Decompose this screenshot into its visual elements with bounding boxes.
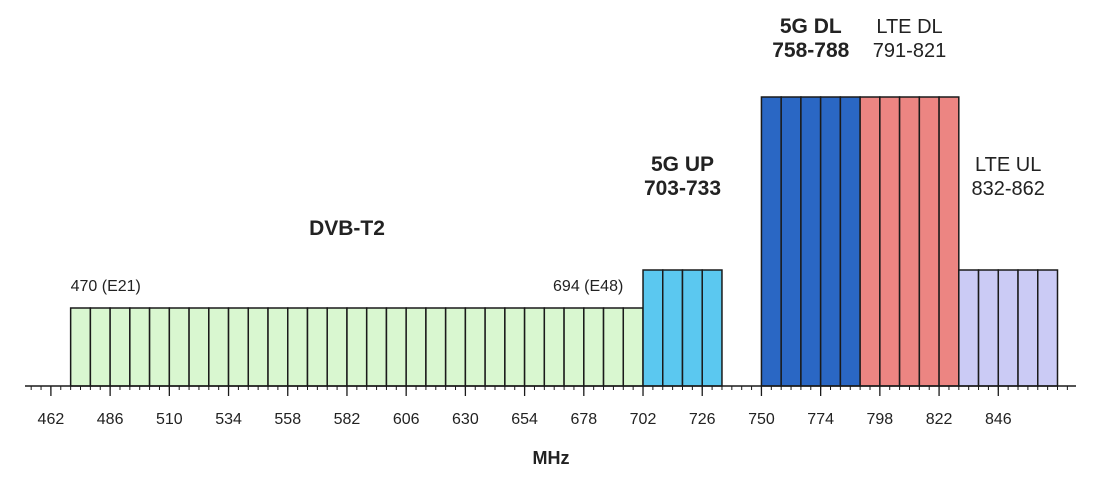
channel-slot <box>405 307 427 387</box>
tick-label-582: 582 <box>334 411 361 428</box>
tick-label-486: 486 <box>97 411 124 428</box>
band-label-dvb-t2: DVB-T2 <box>309 217 385 240</box>
channel-slot <box>800 96 822 387</box>
channel-slot <box>859 96 881 387</box>
band-5g-dl <box>760 96 861 387</box>
channel-slot <box>681 269 703 387</box>
channel-slot <box>701 269 723 387</box>
channel-slot <box>444 307 467 387</box>
channel-slot <box>247 307 269 387</box>
channel-slot <box>977 269 1000 387</box>
channel-slot <box>1037 269 1059 387</box>
channel-slot <box>602 307 625 387</box>
band-blocks <box>69 96 1059 387</box>
channel-slot <box>780 96 802 387</box>
channel-slot <box>365 307 388 387</box>
channel-slot <box>208 307 230 387</box>
channel-slot <box>583 307 605 387</box>
channel-slot <box>188 307 210 387</box>
channel-slot <box>129 307 151 387</box>
tick-label-750: 750 <box>748 411 775 428</box>
channel-slot <box>879 96 901 387</box>
tick-label-654: 654 <box>511 411 538 428</box>
channel-slot <box>484 307 506 387</box>
channel-slot <box>287 307 309 387</box>
channel-slot <box>89 307 111 387</box>
channel-slot <box>148 307 171 387</box>
channel-slot <box>306 307 328 387</box>
channel-note: 694 (E48) <box>553 278 623 295</box>
tick-label-774: 774 <box>807 411 834 428</box>
tick-label-678: 678 <box>570 411 597 428</box>
channel-slot <box>997 269 1019 387</box>
channel-slot <box>622 307 644 387</box>
channel-slot <box>464 307 486 387</box>
band-label-lte-dl: LTE DL <box>876 16 942 38</box>
channel-slot <box>69 307 92 387</box>
channel-slot <box>267 307 289 387</box>
band-5g-up <box>642 269 723 387</box>
channel-slot <box>819 96 842 387</box>
channel-slot <box>938 96 960 387</box>
axis-unit-label: MHz <box>533 448 570 468</box>
channel-slot <box>958 269 980 387</box>
tick-label-822: 822 <box>926 411 953 428</box>
channel-slot <box>504 307 526 387</box>
channel-slot <box>918 96 940 387</box>
channel-slot <box>326 307 348 387</box>
tick-label-462: 462 <box>38 411 65 428</box>
band-dvb-t2 <box>69 307 644 387</box>
channel-slot <box>760 96 782 387</box>
band-label-5g-dl: 5G DL <box>780 15 842 38</box>
channel-slot <box>662 269 684 387</box>
channel-slot <box>425 307 447 387</box>
band-label-lte-ul-range: 832-862 <box>971 178 1044 200</box>
channel-slot <box>109 307 131 387</box>
channel-slot <box>563 307 585 387</box>
band-lte-dl <box>859 96 960 387</box>
tick-label-606: 606 <box>393 411 420 428</box>
tick-label-702: 702 <box>630 411 657 428</box>
frequency-axis: 462 486 510 534 558 582 606 630 654 678 702 726 750 7… <box>25 385 1076 468</box>
band-label-5g-dl-range: 758-788 <box>772 39 849 62</box>
band-label-lte-ul: LTE UL <box>975 154 1041 176</box>
channel-slot <box>543 307 565 387</box>
tick-label-534: 534 <box>215 411 242 428</box>
band-label-lte-dl-range: 791-821 <box>873 40 946 62</box>
tick-label-558: 558 <box>274 411 301 428</box>
tick-label-726: 726 <box>689 411 716 428</box>
channel-slot <box>839 96 861 387</box>
band-label-5g-up-range: 703-733 <box>644 177 721 200</box>
channel-slot <box>346 307 368 387</box>
tick-label-630: 630 <box>452 411 479 428</box>
band-label-5g-up: 5G UP <box>651 153 714 176</box>
channel-slot <box>1017 269 1039 387</box>
tick-label-510: 510 <box>156 411 183 428</box>
channel-slot <box>898 96 921 387</box>
tick-label-798: 798 <box>867 411 894 428</box>
channel-slot <box>227 307 250 387</box>
channel-slot <box>642 269 664 387</box>
channel-slot <box>385 307 407 387</box>
channel-slot <box>168 307 190 387</box>
channel-slot <box>523 307 546 387</box>
channel-note: 470 (E21) <box>71 278 141 295</box>
band-lte-ul <box>958 269 1059 387</box>
tick-label-846: 846 <box>985 411 1012 428</box>
